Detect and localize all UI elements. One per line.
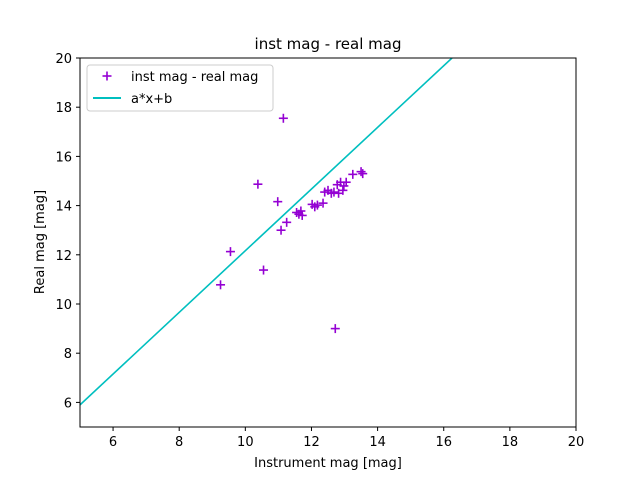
y-tick-label: 8 bbox=[64, 347, 72, 362]
x-tick-label: 16 bbox=[435, 435, 452, 450]
data-point bbox=[282, 217, 292, 227]
data-point bbox=[338, 185, 348, 195]
y-tick-label: 20 bbox=[55, 52, 72, 67]
legend-box bbox=[86, 64, 274, 112]
x-axis-label: Instrument mag [mag] bbox=[254, 456, 402, 471]
data-point bbox=[273, 197, 283, 207]
legend-label-line: a*x+b bbox=[131, 92, 172, 107]
legend-marker-scatter bbox=[102, 71, 112, 81]
legend: inst mag - real mag a*x+b bbox=[86, 64, 274, 112]
data-point bbox=[278, 113, 288, 123]
data-point bbox=[348, 169, 358, 179]
y-tick-label: 18 bbox=[55, 101, 72, 116]
series-clip-group bbox=[80, 58, 453, 406]
x-tick-label: 14 bbox=[369, 435, 386, 450]
chart-title: inst mag - real mag bbox=[255, 35, 402, 53]
data-point bbox=[329, 187, 339, 197]
data-point bbox=[216, 280, 226, 290]
data-point bbox=[318, 198, 328, 208]
x-tick-label: 10 bbox=[237, 435, 254, 450]
data-point bbox=[330, 324, 340, 334]
x-tick-label: 20 bbox=[568, 435, 585, 450]
data-point bbox=[297, 210, 307, 220]
y-tick-label: 14 bbox=[55, 200, 72, 215]
data-point bbox=[225, 247, 235, 257]
y-tick-label: 10 bbox=[55, 298, 72, 313]
legend-label-scatter: inst mag - real mag bbox=[131, 70, 258, 85]
x-tick-label: 18 bbox=[502, 435, 519, 450]
fit-line bbox=[80, 58, 453, 406]
data-point bbox=[312, 200, 322, 210]
plot-frame bbox=[79, 57, 577, 428]
series-layer bbox=[80, 58, 453, 406]
data-point bbox=[356, 167, 366, 177]
x-tick-label: 6 bbox=[109, 435, 117, 450]
data-point bbox=[253, 179, 263, 189]
data-point bbox=[296, 206, 306, 216]
x-axis-ticks: 6 8 10 12 14 16 18 20 bbox=[109, 427, 584, 450]
y-tick-label: 16 bbox=[55, 150, 72, 165]
data-point bbox=[341, 177, 351, 187]
x-tick-label: 12 bbox=[303, 435, 320, 450]
data-point bbox=[276, 225, 286, 235]
data-point bbox=[358, 169, 368, 179]
y-axis-label: Real mag [mag] bbox=[33, 190, 48, 294]
y-tick-label: 12 bbox=[55, 249, 72, 264]
y-axis-ticks: 6 8 10 12 14 16 18 20 bbox=[55, 52, 80, 411]
x-tick-label: 8 bbox=[175, 435, 183, 450]
y-tick-label: 6 bbox=[64, 396, 72, 411]
legend-plus-marker bbox=[102, 71, 112, 81]
data-point bbox=[259, 265, 269, 275]
